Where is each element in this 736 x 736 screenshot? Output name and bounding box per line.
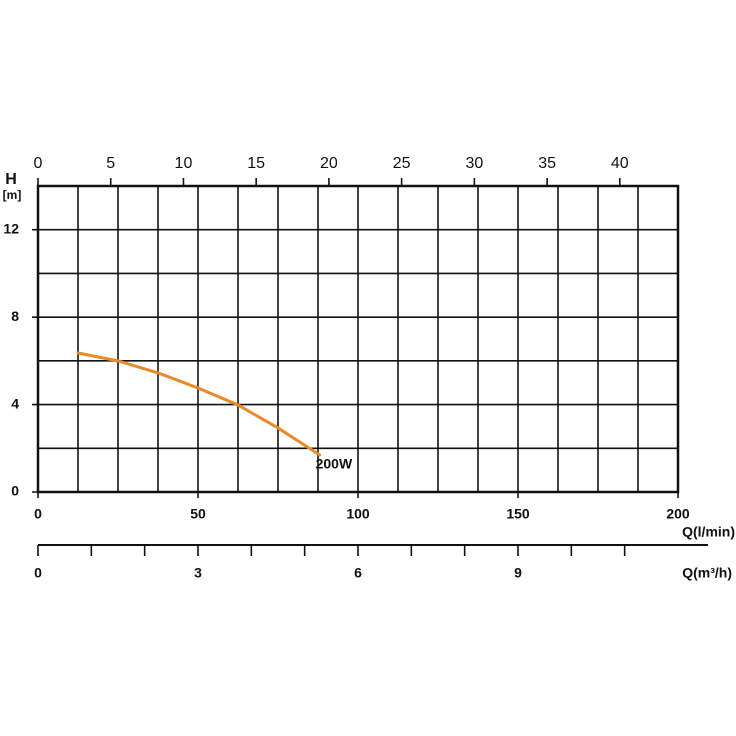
x-axis-label: Q(l/min) [682,524,735,540]
x2-tick-label: 30 [465,155,483,172]
x-tick-label: 0 [34,506,42,522]
x3-tick-label: 3 [194,565,202,581]
x2-tick-label: 20 [320,155,338,172]
y-axis-label: H [5,171,17,188]
x-tick-label: 200 [666,506,690,522]
x2-tick-label: 25 [393,155,411,172]
y-tick-label: 0 [11,483,19,499]
y-tick-label: 4 [11,395,19,411]
x3-tick-label: 9 [514,565,522,581]
x2-tick-label: 40 [611,155,629,172]
x2-tick-label: 35 [538,155,556,172]
x3-tick-label: 6 [354,565,362,581]
x-tick-label: 100 [346,506,370,522]
x-tick-label: 50 [190,506,206,522]
x-tick-label: 150 [506,506,530,522]
x2-tick-label: 15 [247,155,265,172]
y-tick-label: 12 [3,220,19,236]
y-axis-unit: [m] [3,188,22,202]
series-label: 200W [316,456,353,472]
x3-axis-label: Q(m³/h) [682,565,732,581]
series-line [76,351,322,457]
x3-tick-label: 0 [34,565,42,581]
x2-tick-label: 0 [34,155,43,172]
plot-border [36,184,680,494]
x2-tick-label: 10 [175,155,193,172]
y-tick-label: 8 [11,308,19,324]
x2-tick-label: 5 [106,155,115,172]
